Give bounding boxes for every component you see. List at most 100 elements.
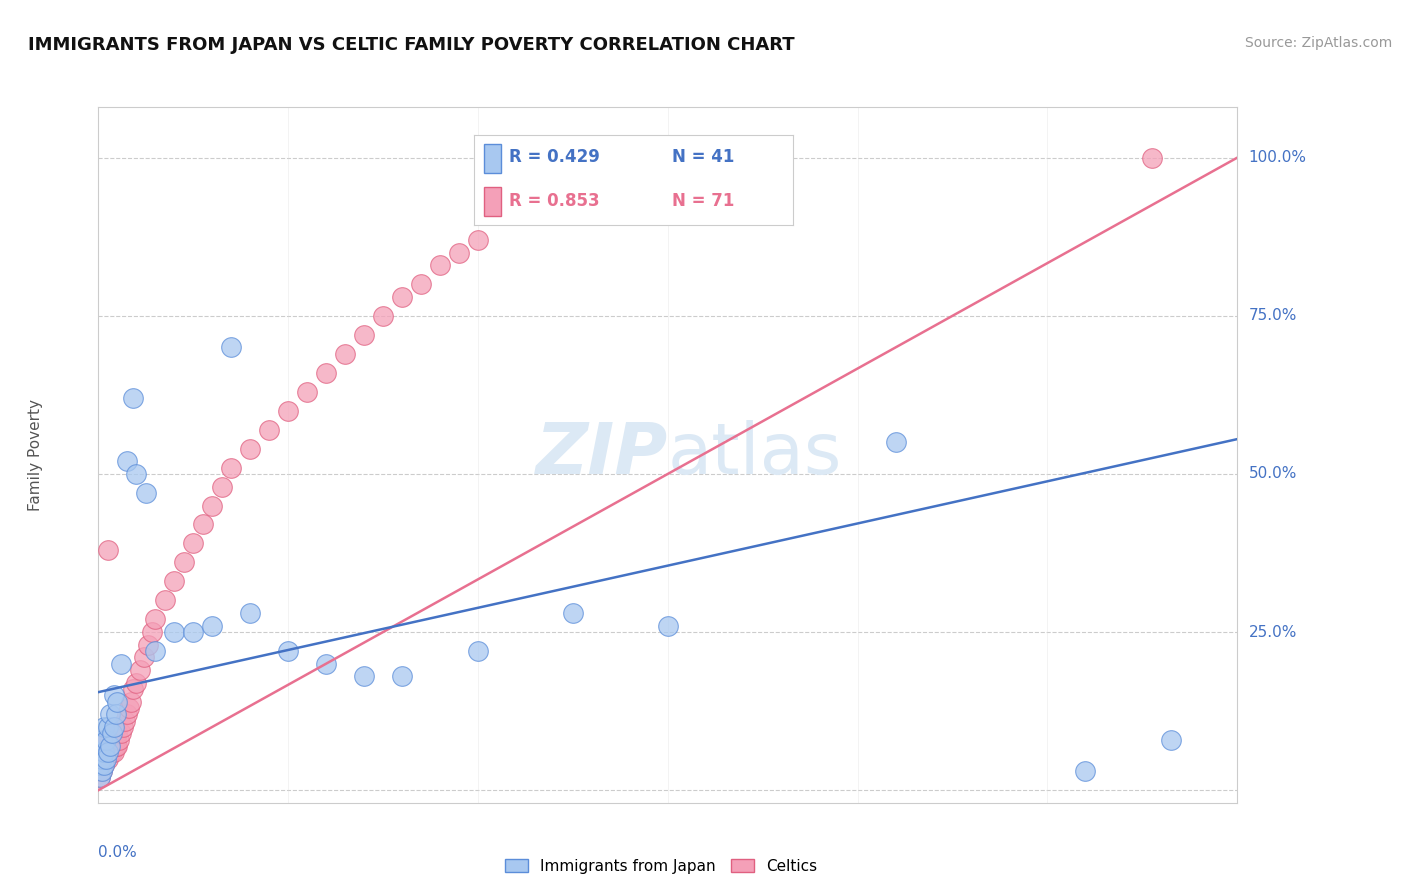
Point xyxy=(153,593,176,607)
Text: ZIP: ZIP xyxy=(536,420,668,490)
Point xyxy=(411,277,433,292)
Point xyxy=(97,745,120,759)
Point xyxy=(98,745,121,759)
Point xyxy=(94,739,117,753)
Point xyxy=(201,499,224,513)
Point xyxy=(315,657,337,671)
Point xyxy=(100,745,122,759)
Text: 100.0%: 100.0% xyxy=(1249,150,1306,165)
Point xyxy=(100,732,122,747)
Point xyxy=(125,675,148,690)
Text: IMMIGRANTS FROM JAPAN VS CELTIC FAMILY POVERTY CORRELATION CHART: IMMIGRANTS FROM JAPAN VS CELTIC FAMILY P… xyxy=(28,36,794,54)
Point xyxy=(163,574,186,589)
Point xyxy=(121,681,143,696)
Point xyxy=(93,720,115,734)
Point xyxy=(107,739,129,753)
Point xyxy=(107,695,129,709)
Point xyxy=(91,751,114,765)
Point xyxy=(145,612,167,626)
Point xyxy=(371,309,394,323)
Text: Family Poverty: Family Poverty xyxy=(28,399,44,511)
Point xyxy=(239,442,262,456)
Point xyxy=(145,644,167,658)
Point xyxy=(98,707,121,722)
Point xyxy=(107,726,129,740)
Point xyxy=(277,403,299,417)
Point xyxy=(89,757,111,772)
Point xyxy=(110,657,132,671)
Point xyxy=(91,764,114,779)
Point xyxy=(183,536,205,550)
Point xyxy=(93,751,115,765)
Point xyxy=(118,701,141,715)
Point xyxy=(191,517,214,532)
Point xyxy=(353,669,375,683)
Text: atlas: atlas xyxy=(668,420,842,490)
Point xyxy=(89,757,111,772)
Text: 0.0%: 0.0% xyxy=(98,845,138,860)
Point xyxy=(449,245,471,260)
Text: 25.0%: 25.0% xyxy=(1249,624,1296,640)
Point xyxy=(114,714,136,728)
Point xyxy=(657,618,679,632)
Point xyxy=(173,556,195,570)
Point xyxy=(391,669,413,683)
Point xyxy=(97,739,120,753)
Point xyxy=(163,625,186,640)
Point xyxy=(91,739,114,753)
Point xyxy=(108,732,131,747)
Point xyxy=(135,486,157,500)
Point xyxy=(201,618,224,632)
Point xyxy=(91,764,114,779)
Point xyxy=(103,720,125,734)
Point xyxy=(335,347,357,361)
Point xyxy=(315,366,337,380)
Point xyxy=(103,739,125,753)
Point xyxy=(94,751,117,765)
Point xyxy=(91,745,114,759)
Point xyxy=(467,233,489,247)
Point xyxy=(141,625,163,640)
Point xyxy=(100,726,122,740)
Point xyxy=(259,423,281,437)
Point xyxy=(211,479,233,493)
Point xyxy=(884,435,907,450)
Point xyxy=(93,745,115,759)
Point xyxy=(100,739,122,753)
Point xyxy=(89,771,111,785)
Text: Source: ZipAtlas.com: Source: ZipAtlas.com xyxy=(1244,36,1392,50)
Point xyxy=(112,720,135,734)
Point xyxy=(89,764,111,779)
Point xyxy=(562,606,585,620)
Point xyxy=(277,644,299,658)
Point xyxy=(1160,732,1182,747)
Point xyxy=(297,384,319,399)
Point xyxy=(89,745,111,759)
Point xyxy=(103,688,125,702)
Point xyxy=(115,454,138,468)
Point xyxy=(467,644,489,658)
Point xyxy=(115,707,138,722)
Point xyxy=(97,751,120,765)
Point xyxy=(132,650,155,665)
Point xyxy=(221,340,243,354)
Point xyxy=(93,757,115,772)
Point xyxy=(110,726,132,740)
Point xyxy=(97,732,120,747)
Point xyxy=(93,745,115,759)
Point xyxy=(136,638,159,652)
Point xyxy=(91,751,114,765)
Point xyxy=(429,258,451,272)
Point xyxy=(1140,151,1163,165)
Point xyxy=(183,625,205,640)
Point xyxy=(91,757,114,772)
Point xyxy=(353,327,375,342)
Point xyxy=(104,739,127,753)
Point xyxy=(104,732,127,747)
Point xyxy=(97,745,120,759)
Point xyxy=(391,290,413,304)
Point xyxy=(125,467,148,481)
Point xyxy=(93,757,115,772)
Point xyxy=(1074,764,1097,779)
Legend: Immigrants from Japan, Celtics: Immigrants from Japan, Celtics xyxy=(499,853,823,880)
